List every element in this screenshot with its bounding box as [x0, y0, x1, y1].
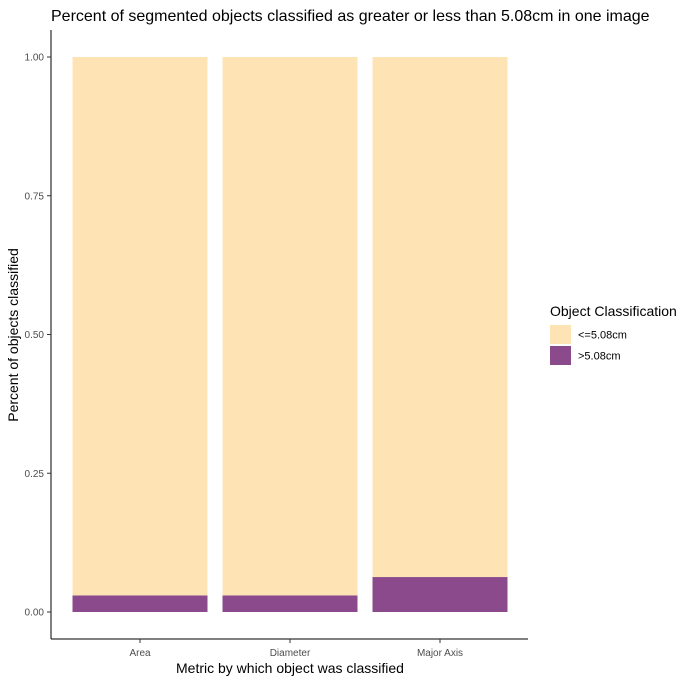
legend-swatch — [550, 325, 571, 344]
x-ticks-group: Area Diameter Major Axis — [129, 639, 463, 659]
x-axis-title: Metric by which object was classified — [176, 660, 404, 676]
bars-group — [72, 57, 508, 612]
y-tick-label: 0.50 — [25, 330, 45, 341]
bar-major-axis-series-0 — [372, 577, 508, 612]
y-tick-label: 0.25 — [25, 469, 45, 480]
legend-label: <=5.08cm — [578, 330, 627, 342]
bar-diameter-series-0 — [222, 595, 358, 612]
legend-items: <=5.08cm >5.08cm — [550, 325, 627, 365]
legend-swatch — [550, 346, 571, 365]
y-tick-label: 0.00 — [25, 608, 45, 619]
chart-title: Percent of segmented objects classified … — [51, 8, 650, 25]
legend-title: Object Classification — [550, 303, 677, 319]
x-tick-label: Diameter — [270, 648, 311, 659]
bar-major-axis-series-1 — [372, 57, 508, 578]
legend: Object Classification <=5.08cm >5.08cm — [550, 303, 677, 365]
bar-diameter-series-1 — [222, 57, 358, 596]
x-tick-label: Area — [129, 648, 151, 659]
bar-area-series-1 — [72, 57, 208, 596]
y-ticks-group: 0.00 0.25 0.50 0.75 1.00 — [25, 53, 51, 619]
y-axis-title: Percent of objects classified — [5, 248, 21, 422]
x-tick-label: Major Axis — [417, 648, 463, 659]
y-tick-label: 1.00 — [25, 53, 45, 64]
legend-label: >5.08cm — [578, 351, 621, 363]
bar-area-series-0 — [72, 595, 208, 612]
y-tick-label: 0.75 — [25, 191, 45, 202]
